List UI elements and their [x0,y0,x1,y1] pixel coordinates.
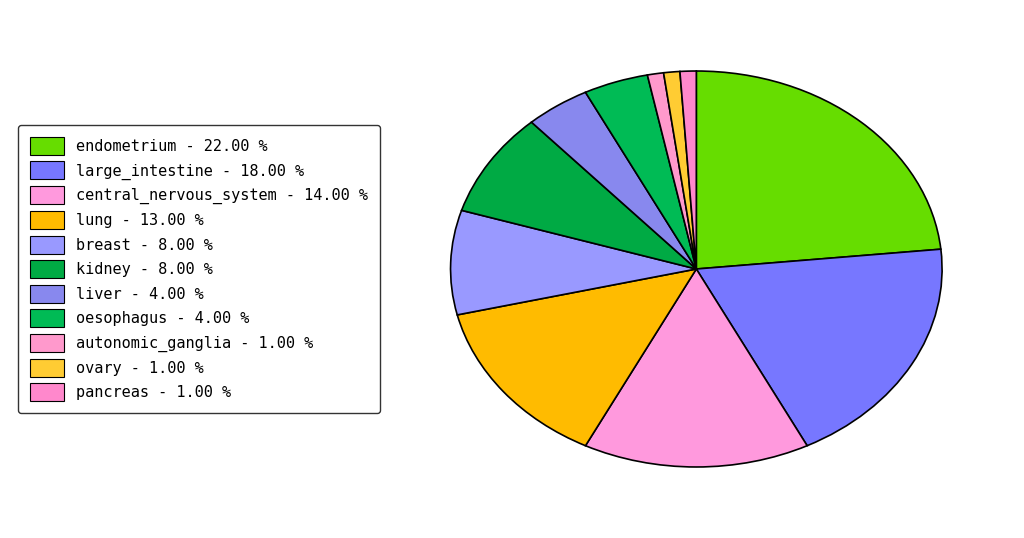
Wedge shape [531,93,696,269]
Wedge shape [458,269,696,445]
Legend: endometrium - 22.00 %, large_intestine - 18.00 %, central_nervous_system - 14.00: endometrium - 22.00 %, large_intestine -… [17,125,380,413]
Wedge shape [647,73,696,269]
Wedge shape [696,249,942,445]
Wedge shape [680,71,696,269]
Wedge shape [462,122,696,269]
Wedge shape [664,72,696,269]
Wedge shape [696,71,941,269]
Wedge shape [586,269,807,467]
Wedge shape [451,210,696,315]
Wedge shape [586,75,696,269]
